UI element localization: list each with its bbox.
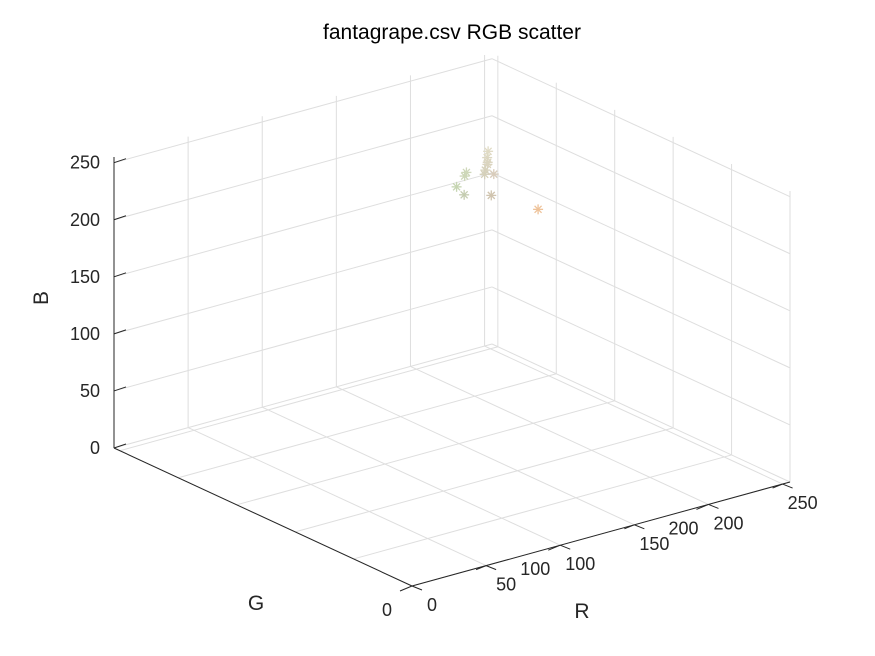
grid-line-floor-r bbox=[336, 386, 635, 526]
y-tick-mark bbox=[696, 503, 709, 510]
scatter-point bbox=[479, 169, 490, 180]
y-tick-mark bbox=[399, 585, 413, 592]
z-tick-label: 50 bbox=[80, 381, 100, 401]
grid-line-wall-b bbox=[113, 343, 493, 449]
y-tick-mark bbox=[548, 544, 561, 551]
grid-line-floor-g bbox=[236, 400, 615, 506]
x-tick-label: 250 bbox=[788, 493, 818, 513]
grid-layer bbox=[113, 55, 791, 587]
y-minor-tick-mark bbox=[772, 483, 783, 489]
grid-line-floor-g bbox=[119, 346, 498, 452]
y-tick-label: 0 bbox=[382, 600, 392, 620]
scatter-point bbox=[451, 181, 462, 192]
scatter-point bbox=[483, 146, 494, 157]
grid-line-wall-b bbox=[491, 58, 791, 198]
grid-line-floor-r bbox=[484, 345, 783, 485]
scatter-point bbox=[488, 169, 499, 180]
z-tick-mark bbox=[113, 443, 127, 449]
grid-line-wall-b bbox=[113, 172, 493, 278]
x-axis-title: R bbox=[574, 600, 589, 623]
x-tick-mark bbox=[485, 565, 497, 571]
x-tick-label: 150 bbox=[639, 534, 669, 554]
x-axis-line bbox=[411, 481, 791, 587]
x-tick-mark bbox=[708, 503, 719, 509]
z-tick-label: 0 bbox=[90, 438, 100, 458]
grid-line-wall-b bbox=[491, 229, 791, 369]
z-tick-mark bbox=[113, 386, 127, 392]
x-tick-mark bbox=[560, 544, 571, 550]
points-layer bbox=[451, 146, 544, 215]
z-tick-label: 100 bbox=[70, 324, 100, 344]
y-axis-line bbox=[113, 447, 413, 587]
z-axis-title: B bbox=[30, 291, 53, 305]
y-axis-title: G bbox=[248, 592, 264, 615]
grid-line-wall-b bbox=[491, 343, 791, 483]
grid-line-floor-g bbox=[295, 427, 674, 533]
z-tick-label: 200 bbox=[70, 210, 100, 230]
x-tick-label: 100 bbox=[565, 554, 595, 574]
chart-title: fantagrape.csv RGB scatter bbox=[323, 21, 581, 44]
z-tick-label: 150 bbox=[70, 267, 100, 287]
grid-line-wall-b bbox=[491, 115, 791, 255]
scatter-point bbox=[459, 189, 470, 200]
grid-line-wall-b bbox=[113, 58, 493, 164]
y-tick-label: 200 bbox=[668, 518, 698, 538]
grid-line-wall-b bbox=[491, 172, 791, 312]
scatter-point bbox=[533, 204, 544, 215]
grid-line-wall-b bbox=[113, 229, 493, 335]
y-minor-tick-mark bbox=[475, 565, 487, 571]
z-tick-label: 250 bbox=[70, 153, 100, 173]
x-tick-mark bbox=[634, 524, 645, 530]
grid-line-floor-r bbox=[410, 365, 709, 505]
x-tick-mark bbox=[782, 483, 793, 489]
z-tick-mark bbox=[113, 329, 127, 335]
grid-line-floor-g bbox=[353, 454, 732, 560]
z-tick-mark bbox=[113, 272, 127, 278]
z-tick-mark bbox=[113, 158, 127, 164]
x-tick-label: 50 bbox=[496, 575, 516, 595]
scatter-point bbox=[482, 157, 493, 168]
x-tick-label: 200 bbox=[713, 513, 743, 533]
grid-line-floor-r bbox=[262, 406, 561, 546]
grid-line-floor-r bbox=[187, 427, 487, 567]
grid-line-wall-b bbox=[113, 115, 493, 221]
grid-line-wall-b bbox=[491, 286, 791, 426]
grid-line-floor-g bbox=[178, 373, 557, 479]
x-tick-mark bbox=[411, 585, 423, 591]
scatter-point bbox=[459, 171, 470, 182]
y-tick-label: 100 bbox=[520, 559, 550, 579]
y-minor-tick-mark bbox=[624, 524, 635, 530]
x-tick-label: 0 bbox=[427, 595, 437, 615]
grid-line-wall-b bbox=[113, 286, 493, 392]
z-tick-mark bbox=[113, 215, 127, 221]
scatter-point bbox=[486, 190, 497, 201]
